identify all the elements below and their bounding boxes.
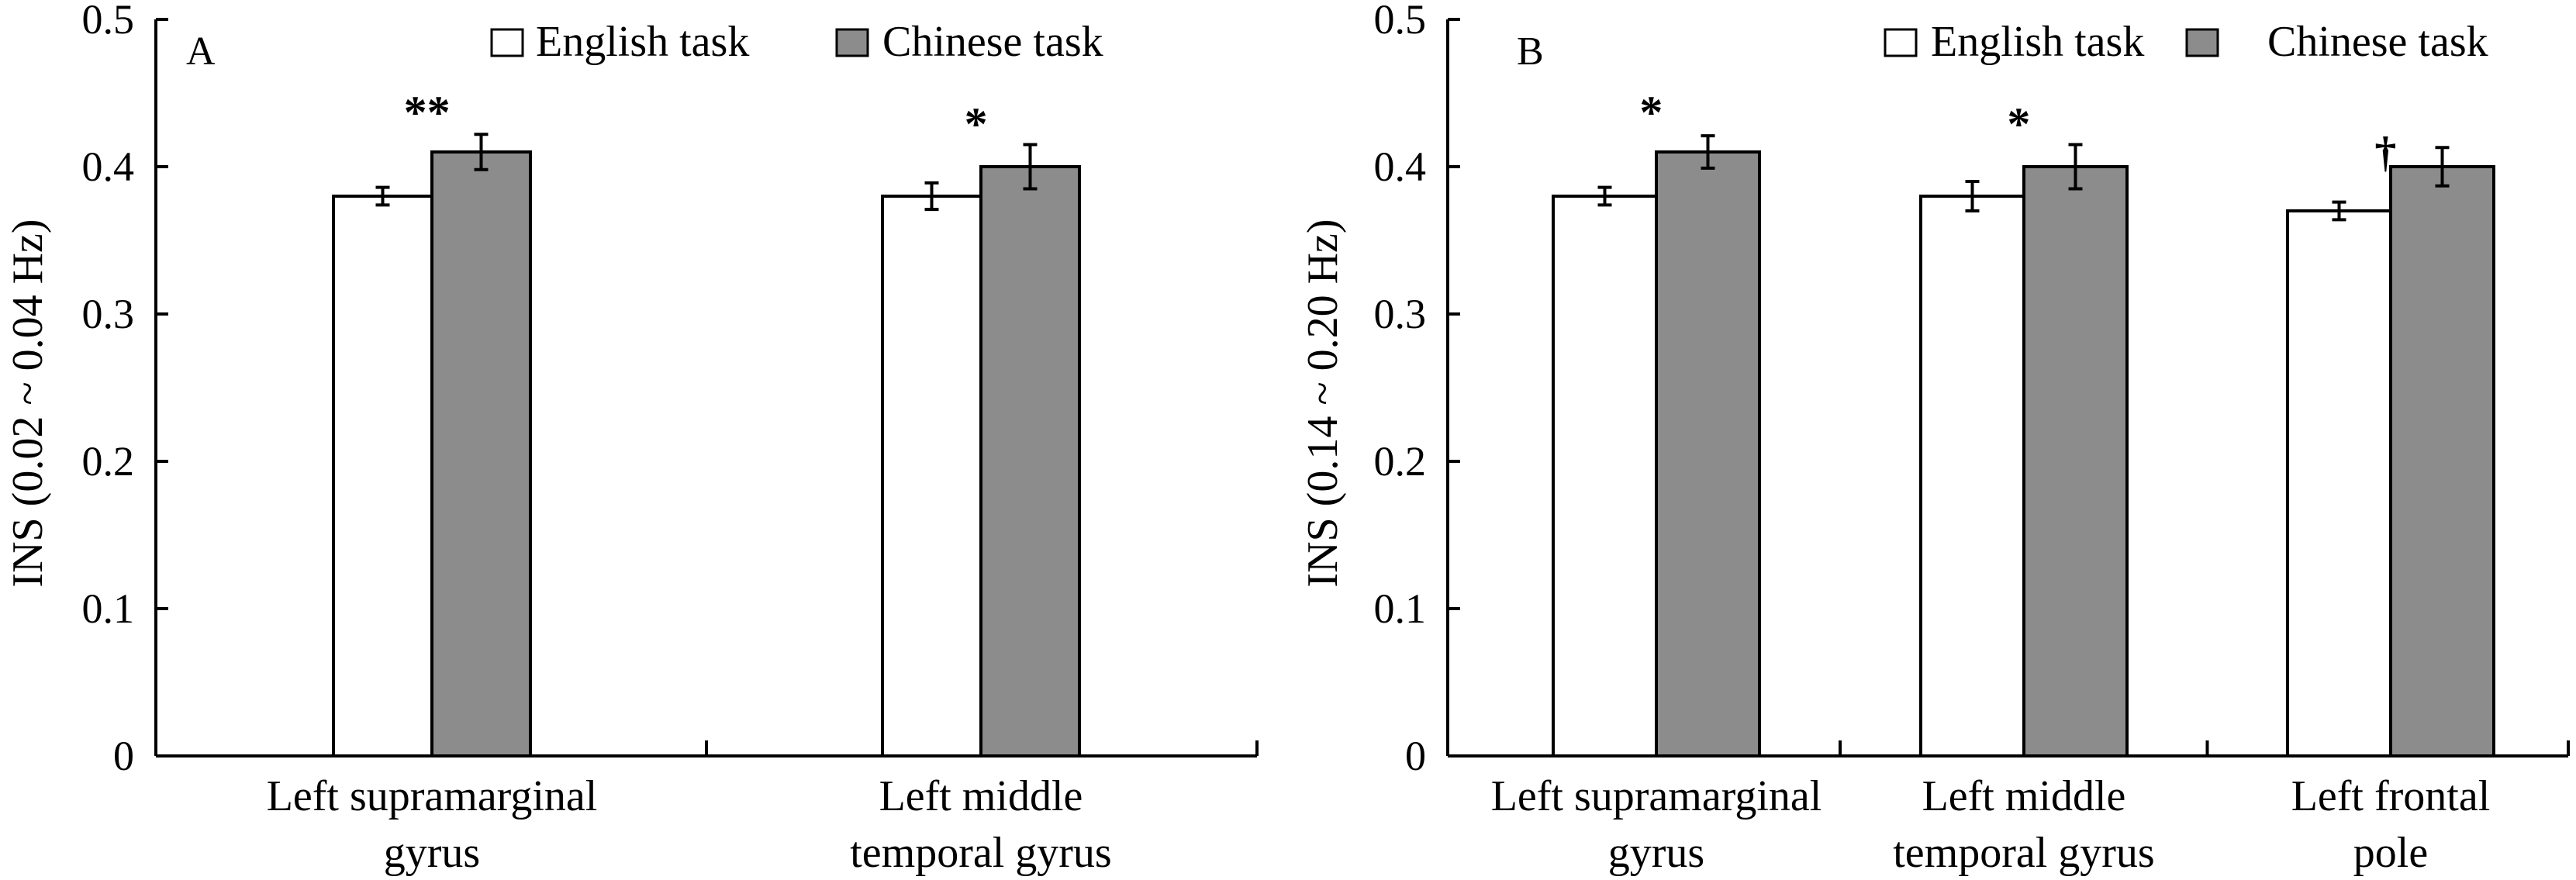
x-tick-label: Left supramarginal	[1491, 772, 1822, 820]
y-tick-label: 0.4	[1374, 143, 1427, 190]
y-axis-label: INS (0.02 ~ 0.04 Hz)	[4, 219, 52, 587]
bar-chinese-task	[1655, 150, 1761, 757]
error-bar	[1597, 185, 1612, 207]
legend-swatch	[490, 28, 524, 57]
panel-a: ** Left supramarginal gyrus * Left middle tem…	[4, 0, 1259, 877]
y-tick-label: 0.5	[82, 0, 135, 43]
error-bar	[474, 133, 489, 171]
bar-english-task	[1552, 195, 1658, 757]
legend-label: Chinese task	[882, 18, 1103, 66]
x-tick-label: Left supramarginal	[267, 772, 598, 820]
error-bar	[2332, 200, 2346, 222]
error-bar	[924, 181, 939, 212]
y-tick-label: 0.2	[1374, 438, 1427, 485]
bar-chinese-task	[2389, 165, 2495, 757]
y-tick-label: 0	[113, 733, 134, 779]
x-tick-label: pole	[2353, 829, 2428, 877]
x-tick-label: Left frontal	[2291, 772, 2491, 820]
bar-english-task	[2286, 209, 2392, 757]
y-tick-label: 0.2	[82, 438, 135, 485]
bar-chinese-task	[979, 165, 1081, 757]
legend-label: English task	[536, 18, 749, 66]
x-tick-label: Left middle	[879, 772, 1083, 820]
bar-english-task	[332, 195, 433, 757]
significance-marker: *	[2007, 98, 2030, 150]
significance-marker: *	[1639, 87, 1663, 138]
x-tick-label: gyrus	[384, 829, 480, 877]
legend: English task Chinese task	[1884, 18, 2488, 66]
significance-marker: **	[404, 87, 451, 138]
legend-swatch	[1884, 28, 1918, 57]
bar-english-task	[1919, 195, 2025, 757]
y-tick-label: 0	[1405, 733, 1426, 779]
error-bar	[2068, 143, 2083, 191]
x-tick-label: temporal gyrus	[1893, 829, 2154, 877]
legend-label: English task	[1931, 18, 2144, 66]
y-tick-label: 0.3	[82, 291, 135, 337]
y-tick-label: 0.5	[1374, 0, 1427, 43]
x-tick-label: temporal gyrus	[850, 829, 1111, 877]
bar-chinese-task	[430, 150, 532, 757]
error-bar	[1965, 180, 1980, 212]
y-tick-label: 0.1	[1374, 585, 1427, 632]
panel-label: A	[186, 29, 216, 74]
panel-label: B	[1517, 29, 1544, 74]
y-tick-label: 0.3	[1374, 291, 1427, 337]
error-bar	[375, 185, 390, 207]
legend-label: Chinese task	[2267, 18, 2488, 66]
error-bar	[1701, 134, 1715, 170]
y-tick-label: 0.4	[82, 143, 135, 190]
y-axis-label: INS (0.14 ~ 0.20 Hz)	[1299, 219, 1347, 587]
bar-english-task	[881, 195, 982, 757]
significance-marker: *	[965, 98, 988, 150]
legend-swatch	[2185, 28, 2219, 57]
legend: English task Chinese task	[490, 18, 1103, 66]
panel-b: * Left supramarginal gyrus * Left middle temp…	[1299, 0, 2570, 877]
y-tick-label: 0.1	[82, 585, 135, 632]
error-bar	[2435, 146, 2450, 188]
error-bar	[1023, 143, 1038, 191]
bar-chinese-task	[2022, 165, 2129, 757]
legend-swatch	[835, 28, 869, 57]
x-tick-label: gyrus	[1608, 829, 1704, 877]
significance-marker: †	[2374, 129, 2396, 177]
x-tick-label: Left middle	[1922, 772, 2126, 820]
